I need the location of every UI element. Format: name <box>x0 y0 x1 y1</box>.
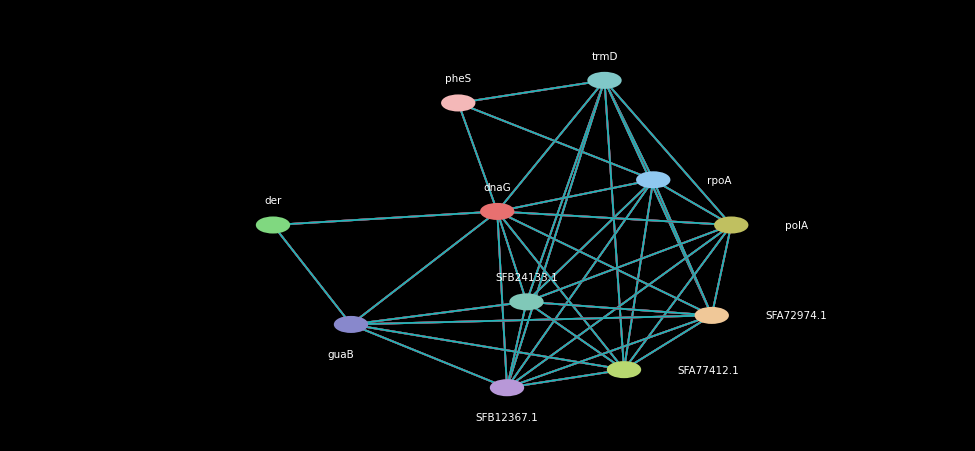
Text: der: der <box>264 196 282 206</box>
Circle shape <box>442 96 475 111</box>
Text: pheS: pheS <box>446 74 471 84</box>
Circle shape <box>607 362 641 377</box>
Text: trmD: trmD <box>591 51 618 61</box>
Circle shape <box>510 295 543 310</box>
Text: SFA72974.1: SFA72974.1 <box>765 311 827 321</box>
Circle shape <box>256 218 290 233</box>
Text: SFA77412.1: SFA77412.1 <box>678 365 739 375</box>
Circle shape <box>715 218 748 233</box>
Circle shape <box>481 204 514 220</box>
Circle shape <box>637 173 670 188</box>
Text: guaB: guaB <box>328 349 355 359</box>
Text: SFB12367.1: SFB12367.1 <box>476 412 538 422</box>
Circle shape <box>695 308 728 323</box>
Circle shape <box>588 74 621 89</box>
Text: polA: polA <box>785 221 808 230</box>
Circle shape <box>490 380 524 396</box>
Circle shape <box>334 317 368 332</box>
Text: rpoA: rpoA <box>707 175 731 185</box>
Text: SFB24133.1: SFB24133.1 <box>495 272 558 282</box>
Text: dnaG: dnaG <box>484 182 511 192</box>
